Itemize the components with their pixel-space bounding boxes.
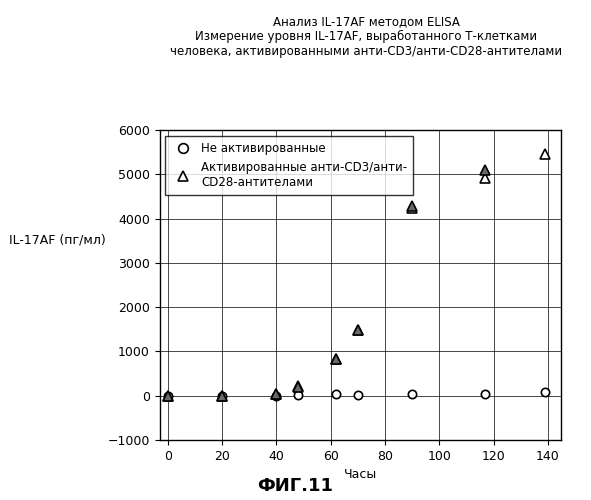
X-axis label: Часы: Часы xyxy=(344,468,377,481)
Text: Анализ IL-17AF методом ELISA
Измерение уровня IL-17AF, выработанного Т-клетками
: Анализ IL-17AF методом ELISA Измерение у… xyxy=(170,15,563,58)
Text: ФИГ.11: ФИГ.11 xyxy=(258,477,333,495)
Legend: Не активированные, Активированные анти-CD3/анти-
CD28-антителами: Не активированные, Активированные анти-C… xyxy=(165,136,413,194)
Text: IL-17AF (пг/мл): IL-17AF (пг/мл) xyxy=(9,234,106,246)
